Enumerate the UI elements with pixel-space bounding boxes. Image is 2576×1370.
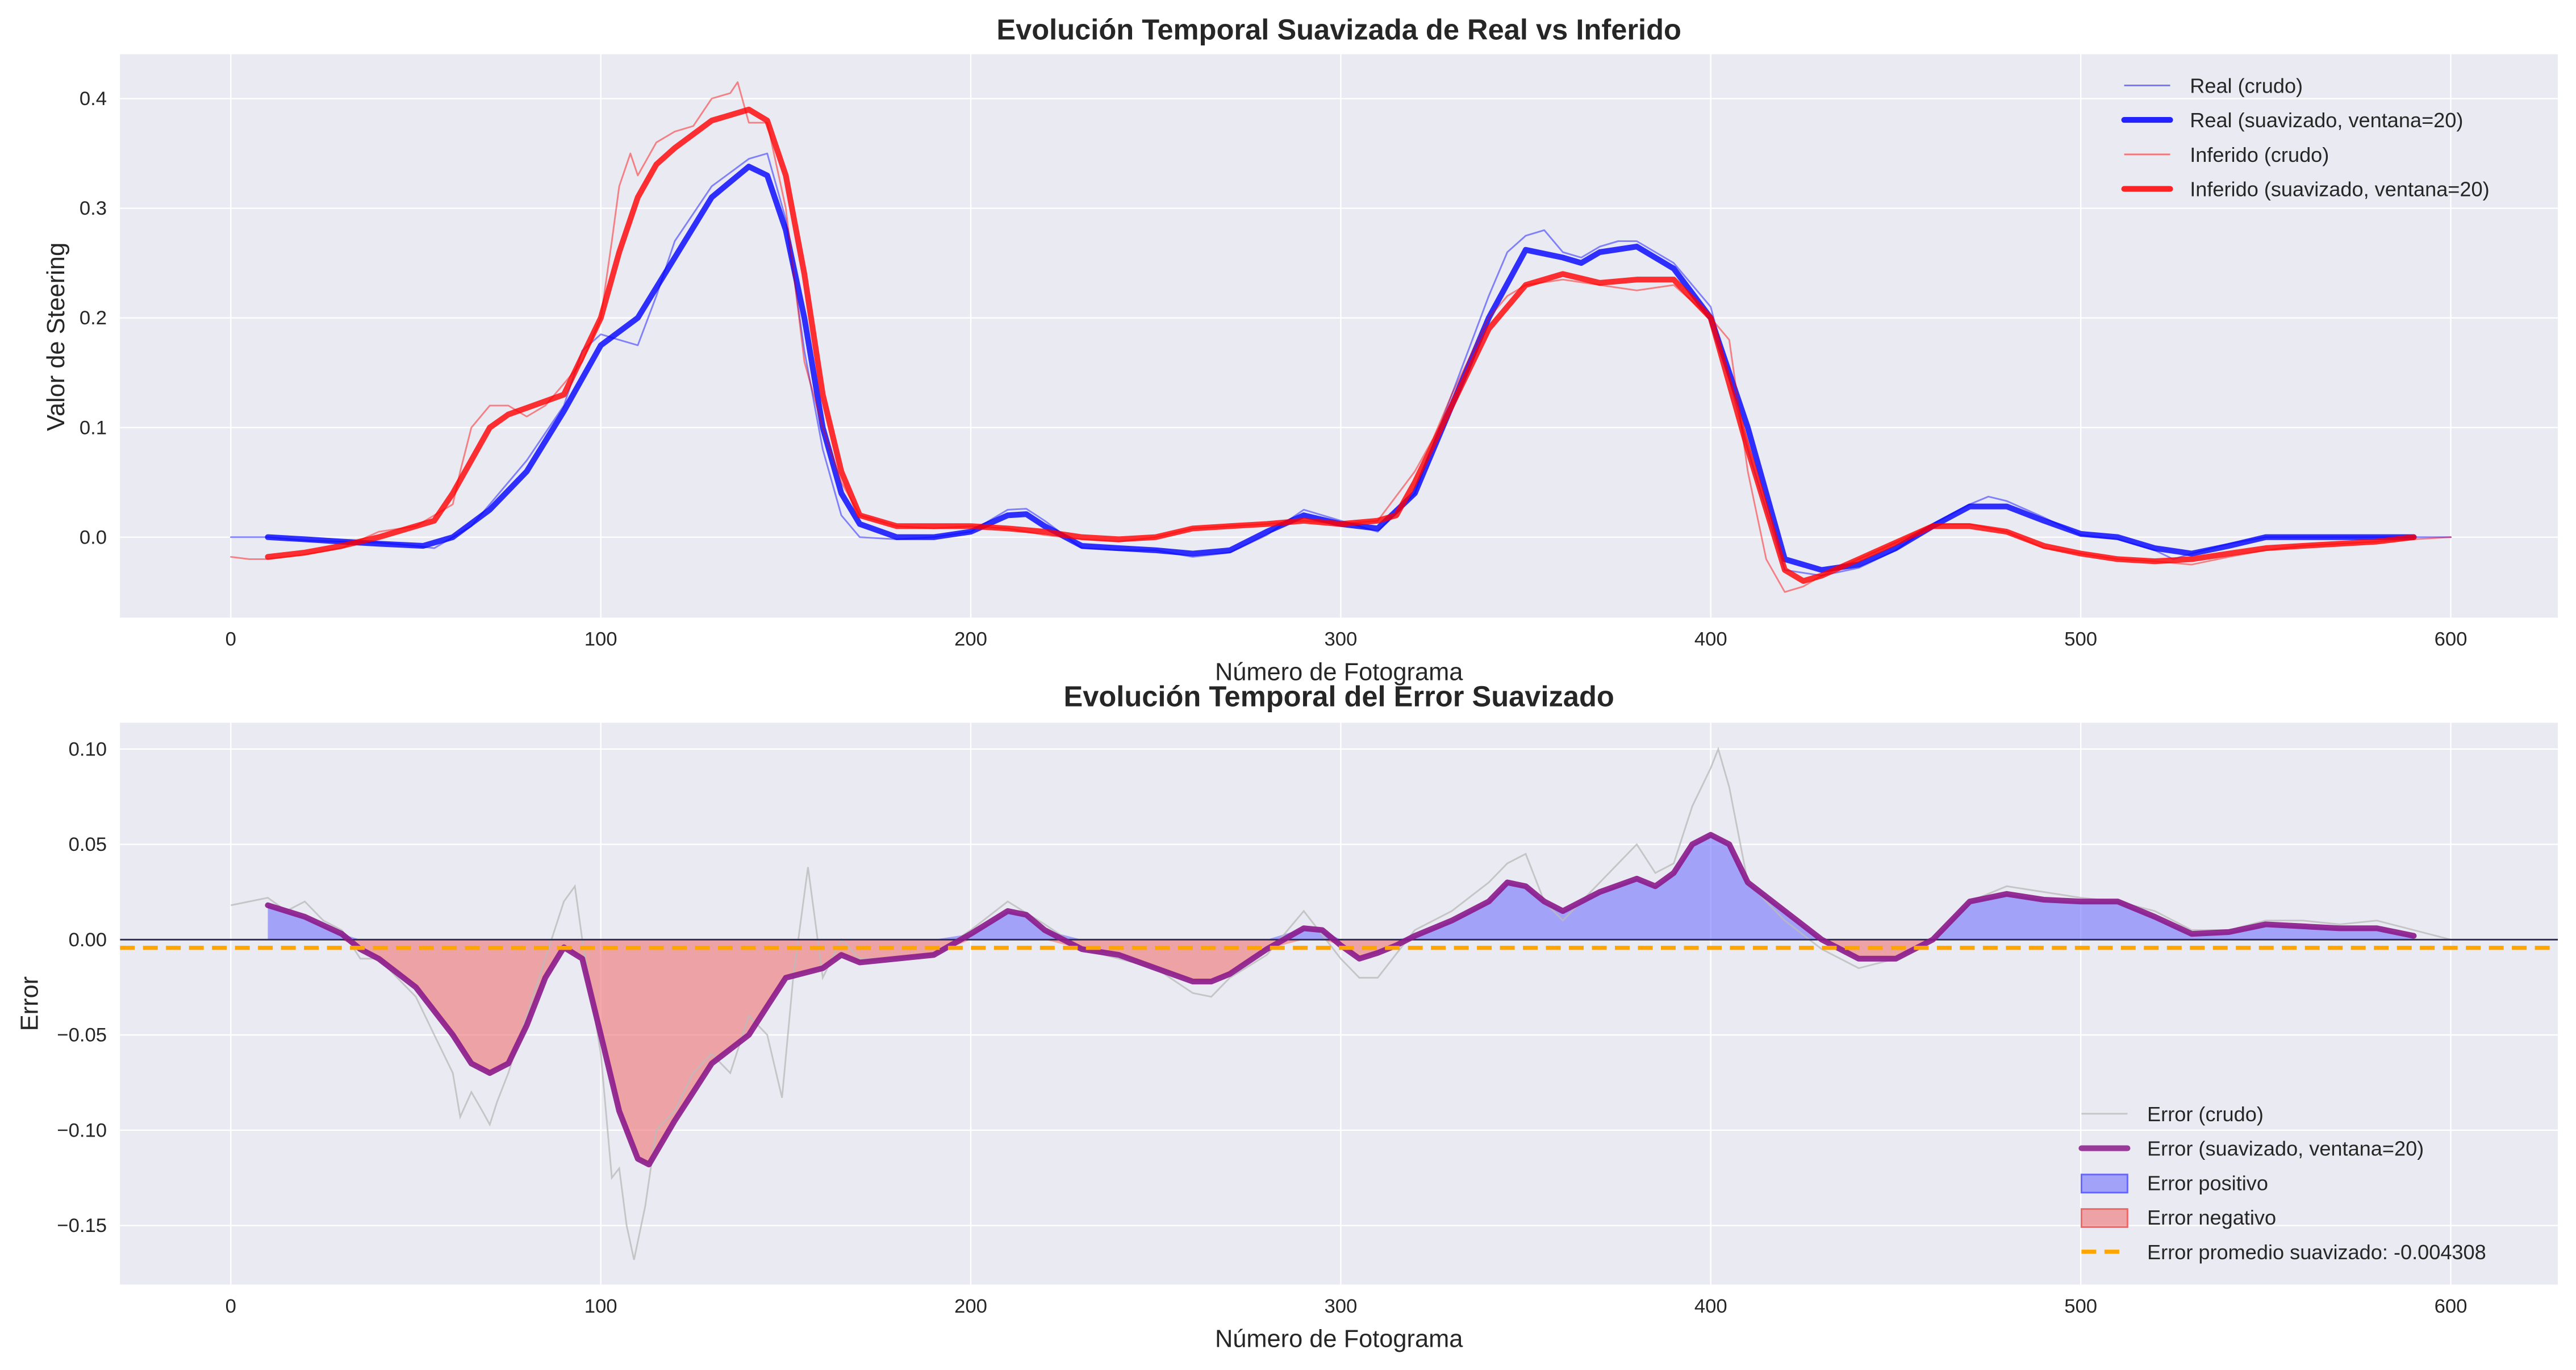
x-tick-label: 400 xyxy=(1694,629,1727,650)
legend-label: Real (suavizado, ventana=20) xyxy=(2190,108,2463,132)
y-tick-label: 0.3 xyxy=(80,198,107,219)
tick-labels: 0 100 200 300 400 500 600 0.10 0.05 0.00 −0.05 −0.1… xyxy=(57,738,2467,1317)
y-tick-label: 0.1 xyxy=(80,417,107,438)
x-tick-label: 200 xyxy=(954,1296,987,1317)
smoothed-error-line xyxy=(265,832,2417,1168)
y-axis-label: Valor de Steering xyxy=(43,243,70,431)
y-tick-label: 0.0 xyxy=(80,527,107,548)
plot-area xyxy=(120,54,2558,618)
chart-title: Evolución Temporal Suavizada de Real vs … xyxy=(996,13,1681,45)
x-tick-label: 500 xyxy=(2064,629,2097,650)
legend: Error (crudo) Error (suavizado, ventana=2… xyxy=(2078,1102,2486,1264)
legend-label: Error positivo xyxy=(2147,1171,2268,1194)
x-tick-label: 500 xyxy=(2064,1296,2097,1317)
x-tick-label: 600 xyxy=(2435,629,2468,650)
negative-error-fill xyxy=(268,939,2414,1165)
x-tick-label: 600 xyxy=(2435,1296,2468,1317)
x-tick-label: 100 xyxy=(584,629,617,650)
legend-swatch xyxy=(2080,1208,2128,1228)
y-tick-label: 0.05 xyxy=(69,834,107,855)
y-tick-label: −0.05 xyxy=(57,1025,107,1046)
x-axis-label: Número de Fotograma xyxy=(1215,658,1463,686)
x-tick-label: 300 xyxy=(1324,1296,1357,1317)
x-tick-label: 100 xyxy=(584,1296,617,1317)
x-tick-label: 300 xyxy=(1324,629,1357,650)
grid-lines xyxy=(120,54,2558,618)
y-axis-label: Error xyxy=(16,976,44,1031)
bottom-chart: 0 100 200 300 400 500 600 0.10 0.05 0.00 −0.05 −0.1… xyxy=(16,680,2558,1353)
legend-label: Error promedio suavizado: -0.004308 xyxy=(2147,1240,2486,1264)
legend: Real (crudo) Real (suavizado, ventana=20)… xyxy=(2121,74,2490,201)
legend-label: Error (crudo) xyxy=(2147,1102,2264,1126)
legend-label: Real (crudo) xyxy=(2190,74,2303,97)
legend-label: Inferido (crudo) xyxy=(2190,143,2329,166)
top-chart: 0 100 200 300 400 500 600 0.0 0.1 0.2 0.3 0.4 Evolu… xyxy=(43,13,2558,686)
y-tick-label: −0.15 xyxy=(57,1215,107,1237)
x-tick-label: 0 xyxy=(226,629,236,650)
legend-label: Inferido (suavizado, ventana=20) xyxy=(2190,178,2489,201)
legend-label: Error (suavizado, ventana=20) xyxy=(2147,1137,2424,1160)
x-tick-label: 0 xyxy=(226,1296,236,1317)
legend-label: Error negativo xyxy=(2147,1206,2276,1229)
y-tick-label: −0.10 xyxy=(57,1120,107,1141)
x-tick-label: 200 xyxy=(954,629,987,650)
smoothed-series-line xyxy=(265,106,2417,584)
y-tick-label: 0.10 xyxy=(69,738,107,760)
tick-labels: 0 100 200 300 400 500 600 0.0 0.1 0.2 0.3 0.4 xyxy=(80,88,2468,650)
series-lines xyxy=(120,746,2558,1260)
grid-lines xyxy=(120,722,2558,1285)
y-tick-label: 0.4 xyxy=(80,88,107,110)
chart-title: Evolución Temporal del Error Suavizado xyxy=(1064,680,1614,713)
y-tick-label: 0.2 xyxy=(80,307,107,329)
x-tick-label: 400 xyxy=(1694,1296,1727,1317)
legend-swatch xyxy=(2080,1173,2128,1194)
series-lines xyxy=(229,81,2452,593)
x-axis-label: Número de Fotograma xyxy=(1215,1326,1463,1353)
y-tick-label: 0.00 xyxy=(69,929,107,951)
